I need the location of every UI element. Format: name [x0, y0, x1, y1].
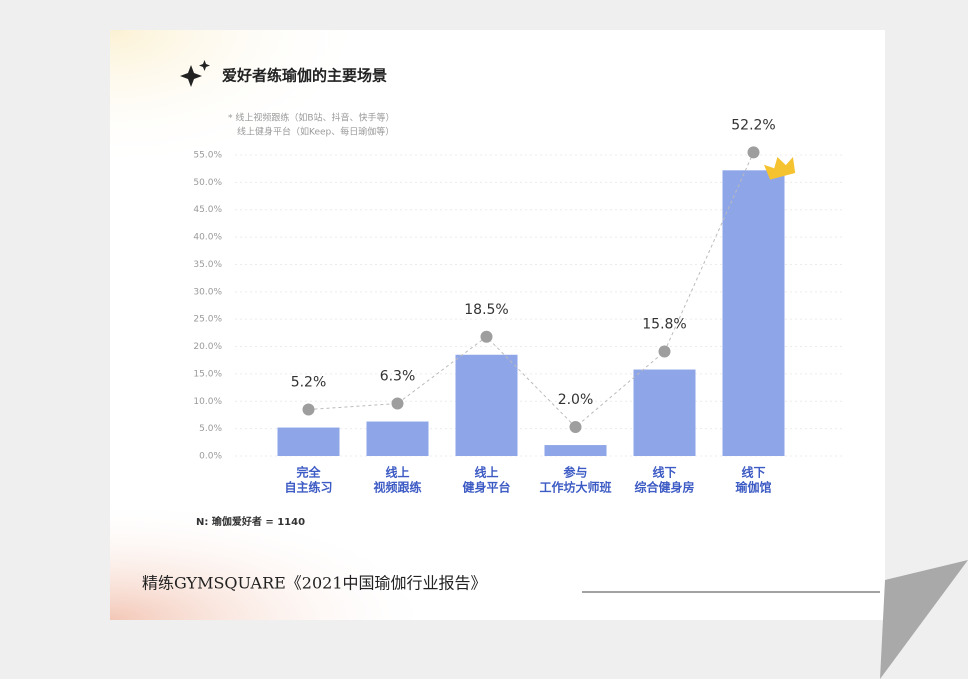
y-tick-label: 35.0% [193, 260, 222, 270]
page-curl [880, 560, 968, 679]
card-glow [110, 30, 370, 170]
y-tick-label: 45.0% [193, 205, 222, 215]
x-tick-label: 线下 [741, 465, 765, 480]
sparkle-icon [180, 60, 210, 87]
marker-dot [569, 421, 582, 434]
x-tick-label: 工作坊大师班 [539, 480, 611, 495]
y-tick-label: 25.0% [193, 315, 222, 325]
x-tick-label: 综合健身房 [634, 480, 694, 495]
chart-title: 爱好者练瑜伽的主要场景 [222, 67, 387, 85]
note: * 线上视频跟练（如B站、抖音、快手等） [228, 112, 395, 124]
marker-dot [747, 146, 760, 159]
marker-dot [658, 345, 671, 358]
data-label: 52.2% [731, 117, 775, 133]
footer: 精练GYMSQUARE《2021中国瑜伽行业报告》 [142, 574, 487, 593]
x-tick-label: 线下 [652, 465, 676, 480]
crown-icon [763, 156, 796, 180]
x-tick-label: 瑜伽馆 [735, 480, 771, 495]
data-label: 6.3% [380, 369, 416, 385]
data-label: 15.8% [642, 317, 686, 333]
y-tick-label: 55.0% [193, 151, 222, 161]
bar [366, 421, 429, 456]
bar [277, 427, 340, 456]
x-tick-label: 视频跟练 [373, 480, 421, 495]
x-tick-label: 自主练习 [284, 480, 332, 495]
card-glow [110, 500, 440, 620]
bar [633, 369, 696, 456]
y-tick-label: 5.0% [199, 424, 222, 434]
y-tick-label: 50.0% [193, 178, 222, 188]
y-tick-label: 40.0% [193, 233, 222, 243]
marker-dot [391, 397, 404, 410]
data-label: 5.2% [291, 375, 327, 391]
bar [722, 170, 785, 456]
sample-note: N: 瑜伽爱好者 = 1140 [196, 515, 305, 528]
x-tick-label: 健身平台 [462, 480, 510, 495]
y-tick-label: 15.0% [193, 369, 222, 379]
y-tick-label: 0.0% [199, 452, 222, 462]
y-tick-label: 30.0% [193, 287, 222, 297]
marker-dot [480, 330, 493, 343]
data-label: 18.5% [464, 302, 508, 318]
bar [544, 445, 607, 456]
bar [455, 354, 518, 456]
note: 线上健身平台（如Keep、每日瑜伽等） [237, 126, 394, 138]
marker-dot [302, 403, 315, 416]
data-label: 2.0% [558, 392, 594, 408]
x-tick-label: 参与 [563, 465, 587, 480]
x-tick-label: 线上 [385, 465, 409, 480]
x-tick-label: 线上 [474, 465, 498, 480]
y-tick-label: 20.0% [193, 342, 222, 352]
x-tick-label: 完全 [296, 465, 321, 480]
y-tick-label: 10.0% [193, 397, 222, 407]
trend-line [308, 152, 754, 428]
